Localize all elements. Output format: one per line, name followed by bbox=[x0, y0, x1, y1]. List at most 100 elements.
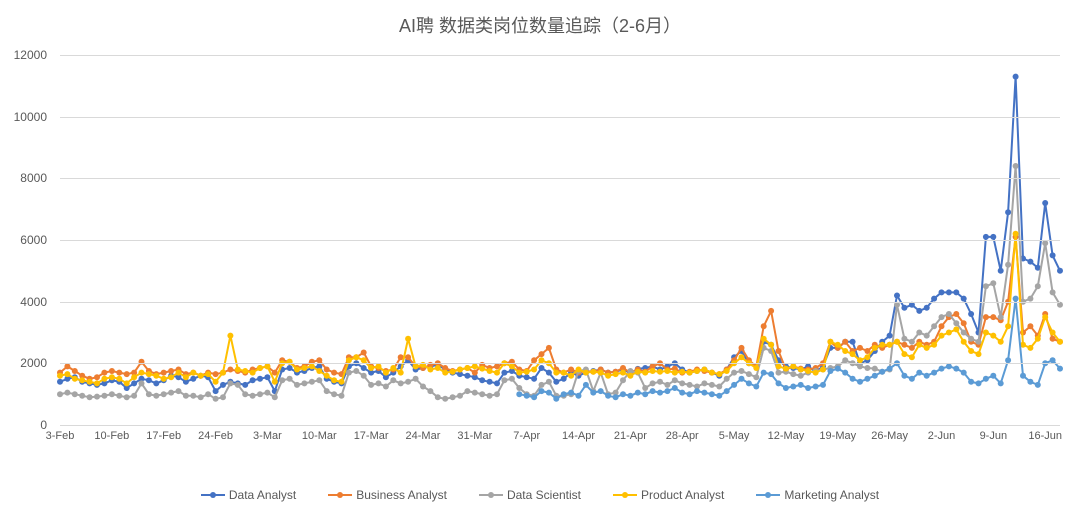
series-marker bbox=[176, 370, 182, 376]
series-marker bbox=[257, 391, 263, 397]
series-marker bbox=[990, 373, 996, 379]
series-marker bbox=[620, 370, 626, 376]
legend-item-marketing-analyst: Marketing Analyst bbox=[756, 488, 879, 502]
chart-container: AI聘 数据类岗位数量追踪（2-6月） 02000400060008000100… bbox=[0, 0, 1080, 510]
series-marker bbox=[213, 371, 219, 377]
series-marker bbox=[768, 371, 774, 377]
series-marker bbox=[746, 380, 752, 386]
series-marker bbox=[901, 373, 907, 379]
series-marker bbox=[739, 345, 745, 351]
series-marker bbox=[72, 391, 78, 397]
series-marker bbox=[287, 365, 293, 371]
series-marker bbox=[642, 370, 648, 376]
series-marker bbox=[405, 336, 411, 342]
series-marker bbox=[479, 391, 485, 397]
series-marker bbox=[161, 376, 167, 382]
series-marker bbox=[850, 339, 856, 345]
series-marker bbox=[57, 379, 63, 385]
series-marker bbox=[546, 379, 552, 385]
series-marker bbox=[635, 390, 641, 396]
series-marker bbox=[546, 370, 552, 376]
series-marker bbox=[701, 380, 707, 386]
series-marker bbox=[939, 289, 945, 295]
series-marker bbox=[820, 382, 826, 388]
series-marker bbox=[1013, 163, 1019, 169]
series-marker bbox=[946, 311, 952, 317]
series-marker bbox=[309, 379, 315, 385]
legend-label: Product Analyst bbox=[641, 488, 724, 502]
series-marker bbox=[94, 380, 100, 386]
series-marker bbox=[479, 377, 485, 383]
series-marker bbox=[153, 380, 159, 386]
series-marker bbox=[894, 339, 900, 345]
series-marker bbox=[805, 368, 811, 374]
series-marker bbox=[842, 339, 848, 345]
series-marker bbox=[753, 374, 759, 380]
series-marker bbox=[790, 384, 796, 390]
series-marker bbox=[487, 368, 493, 374]
series-marker bbox=[250, 370, 256, 376]
series-marker bbox=[864, 376, 870, 382]
series-marker bbox=[264, 390, 270, 396]
series-marker bbox=[235, 367, 241, 373]
series-marker bbox=[1042, 240, 1048, 246]
series-marker bbox=[494, 391, 500, 397]
series-marker bbox=[553, 370, 559, 376]
series-marker bbox=[916, 308, 922, 314]
series-marker bbox=[864, 365, 870, 371]
series-marker bbox=[205, 371, 211, 377]
series-marker bbox=[701, 367, 707, 373]
series-marker bbox=[968, 311, 974, 317]
series-marker bbox=[1027, 323, 1033, 329]
legend-label: Data Scientist bbox=[507, 488, 581, 502]
series-marker bbox=[887, 333, 893, 339]
series-marker bbox=[998, 314, 1004, 320]
series-marker bbox=[894, 302, 900, 308]
series-marker bbox=[953, 311, 959, 317]
series-marker bbox=[516, 391, 522, 397]
series-marker bbox=[842, 348, 848, 354]
series-marker bbox=[435, 365, 441, 371]
series-marker bbox=[101, 376, 107, 382]
series-marker bbox=[924, 333, 930, 339]
series-marker bbox=[183, 374, 189, 380]
series-marker bbox=[531, 394, 537, 400]
series-marker bbox=[605, 393, 611, 399]
series-marker bbox=[301, 365, 307, 371]
series-marker bbox=[798, 367, 804, 373]
series-marker bbox=[427, 388, 433, 394]
series-marker bbox=[731, 382, 737, 388]
series-marker bbox=[709, 382, 715, 388]
x-tick-label: 10-Mar bbox=[302, 430, 337, 442]
series-marker bbox=[472, 370, 478, 376]
series-marker bbox=[1057, 339, 1063, 345]
series-marker bbox=[783, 366, 789, 372]
series-marker bbox=[731, 370, 737, 376]
series-marker bbox=[872, 366, 878, 372]
series-marker bbox=[361, 350, 367, 356]
series-marker bbox=[857, 379, 863, 385]
series-marker bbox=[872, 345, 878, 351]
series-marker bbox=[739, 354, 745, 360]
series-marker bbox=[613, 371, 619, 377]
series-marker bbox=[168, 390, 174, 396]
series-marker bbox=[931, 342, 937, 348]
series-marker bbox=[850, 376, 856, 382]
y-tick-label: 12000 bbox=[14, 48, 47, 62]
series-marker bbox=[598, 388, 604, 394]
series-marker bbox=[694, 388, 700, 394]
series-marker bbox=[924, 373, 930, 379]
series-marker bbox=[672, 370, 678, 376]
series-marker bbox=[87, 379, 93, 385]
legend-label: Marketing Analyst bbox=[784, 488, 879, 502]
series-marker bbox=[487, 379, 493, 385]
series-marker bbox=[1042, 200, 1048, 206]
y-axis: 020004000600080001000012000 bbox=[0, 55, 55, 425]
series-marker bbox=[442, 396, 448, 402]
series-marker bbox=[87, 394, 93, 400]
series-marker bbox=[924, 345, 930, 351]
series-marker bbox=[679, 390, 685, 396]
series-marker bbox=[842, 370, 848, 376]
series-marker bbox=[316, 368, 322, 374]
series-marker bbox=[250, 377, 256, 383]
